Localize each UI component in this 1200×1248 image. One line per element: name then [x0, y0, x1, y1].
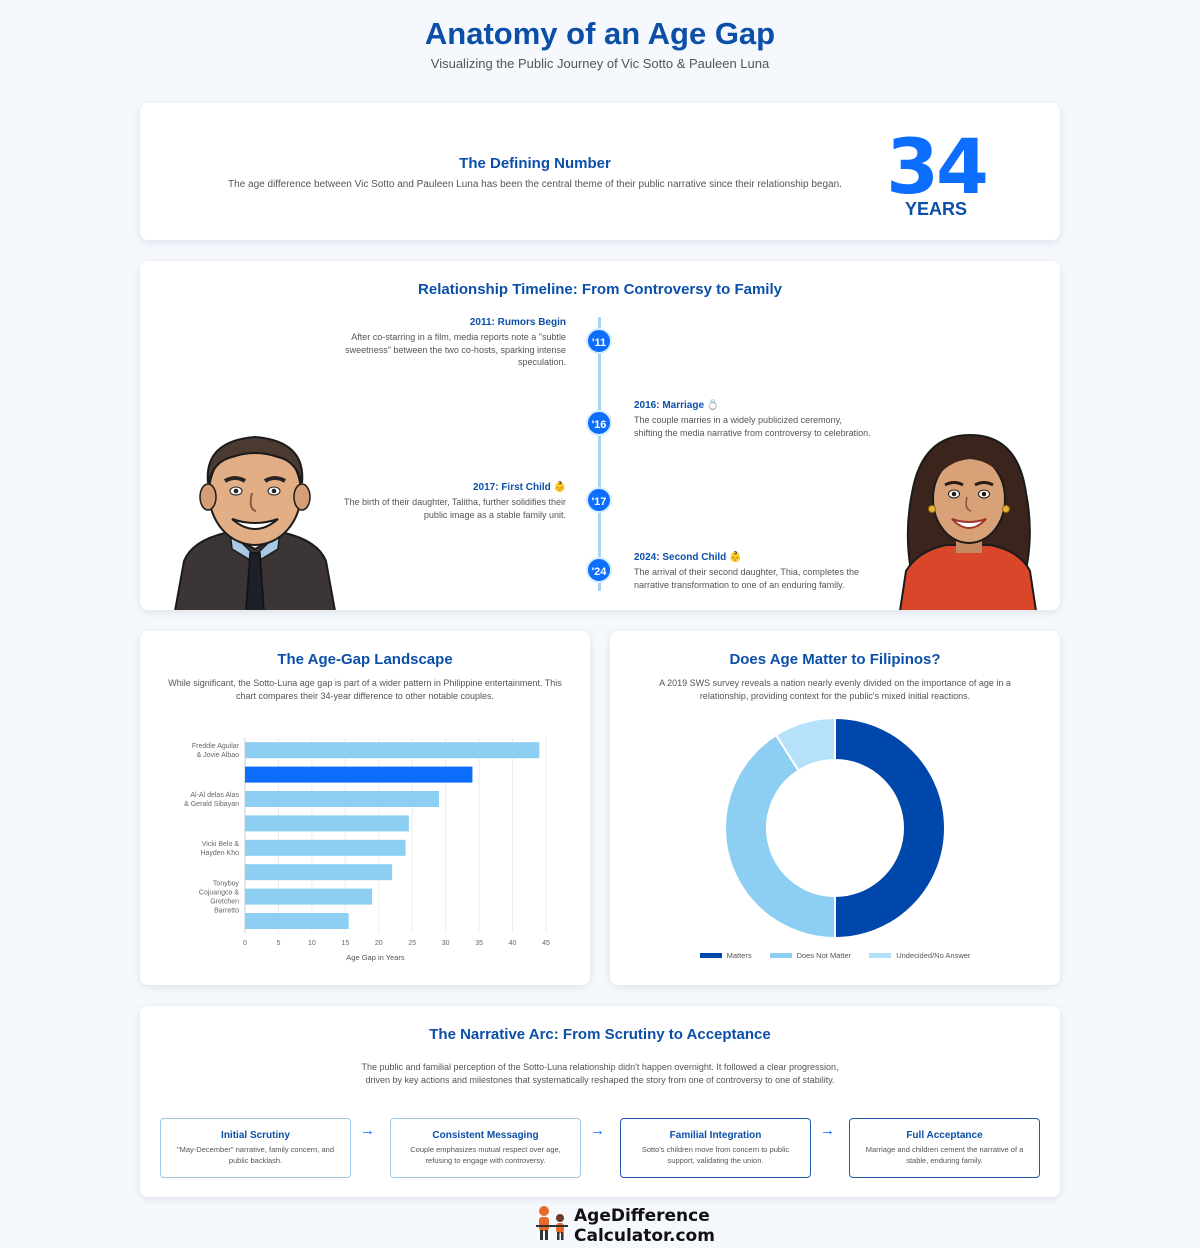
x-tick-label: 10 [308, 940, 316, 947]
timeline-entry-text: After co-starring in a film, media repor… [345, 332, 566, 367]
age-gap-value: 34 [886, 122, 989, 211]
pauleen-luna-avatar-icon [899, 433, 1037, 610]
bar [245, 839, 406, 856]
step-text: Marriage and children cement the narrati… [865, 1145, 1024, 1165]
x-tick-label: 15 [341, 940, 349, 947]
survey-donut-chart [724, 716, 946, 940]
step-title: Consistent Messaging [432, 1130, 539, 1141]
timeline-node-2016: '16 [586, 410, 612, 436]
x-tick-label: 5 [276, 940, 280, 947]
timeline-entry-2017: 2017: First Child 👶 The birth of their d… [328, 482, 566, 521]
defining-number-text: The age difference between Vic Sotto and… [228, 179, 842, 190]
legend-swatch [769, 953, 792, 958]
x-tick-label: 35 [475, 940, 483, 947]
bar [245, 766, 473, 783]
footer-logo[interactable]: AgeDifference Calculator.com [534, 1204, 734, 1246]
survey-title: Does Age Matter to Filipinos? [729, 651, 941, 668]
narrative-title: The Narrative Arc: From Scrutiny to Acce… [429, 1026, 771, 1043]
timeline-title: Relationship Timeline: From Controversy … [418, 281, 782, 298]
timeline-line [598, 317, 601, 591]
timeline-node-2011: '11 [586, 328, 612, 354]
arrow-right-icon: → [820, 1122, 835, 1139]
bar [245, 791, 439, 807]
timeline-entry-text: The birth of their daughter, Talitha, fu… [344, 497, 566, 520]
survey-description: A 2019 SWS survey reveals a nation nearl… [659, 678, 1011, 701]
y-tick-label: Freddie Aguilar & Jovie Albao [192, 743, 240, 759]
legend-label: Matters [726, 951, 752, 960]
legend-item[interactable]: Does Not Matter [769, 951, 852, 960]
bar [245, 815, 409, 832]
timeline-entry-title: 2017: First Child 👶 [472, 482, 566, 493]
timeline-entry-text: The arrival of their second daughter, Th… [634, 567, 859, 590]
y-tick-label: Vicki Belo & Hayden Kho [200, 841, 239, 857]
step-text: Couple emphasizes mutual respect over ag… [410, 1145, 561, 1165]
x-tick-label: 30 [442, 940, 450, 947]
survey-chart-card: Does Age Matter to Filipinos? A 2019 SWS… [610, 631, 1060, 985]
step-text: "May-December" narrative, family concern… [176, 1145, 335, 1165]
legend-swatch [699, 953, 722, 958]
donut-slice [774, 716, 836, 772]
arrow-right-icon: → [360, 1122, 375, 1139]
age-gap-chart-card: The Age-Gap Landscape While significant,… [140, 631, 590, 985]
x-tick-label: 40 [509, 940, 517, 947]
page-title: Anatomy of an Age Gap [424, 16, 776, 51]
age-gap-unit: YEARS [904, 199, 967, 219]
bar [245, 913, 349, 929]
arrow-right-icon: → [590, 1122, 605, 1139]
survey-legend: Matters Does Not Matter Undecided/No Answe… [610, 951, 1060, 960]
bar [245, 742, 540, 759]
legend-swatch [869, 953, 892, 958]
x-tick-label: 25 [408, 940, 416, 947]
age-gap-title: The Age-Gap Landscape [277, 651, 453, 668]
bar [245, 864, 393, 881]
step-full-acceptance: Full Acceptance Marriage and children ce… [849, 1118, 1040, 1178]
footer-brand-line2: Calculator.com [574, 1226, 715, 1246]
y-tick-label: Tonyboy Cojuangco & Gretchen Barretto [199, 881, 240, 915]
timeline-entry-title: 2024: Second Child 👶 [634, 552, 742, 563]
timeline-node-2017: '17 [586, 487, 612, 513]
narrative-arc-card: The Narrative Arc: From Scrutiny to Acce… [140, 1006, 1060, 1197]
defining-number-card: The Defining Number The age difference b… [140, 103, 1060, 240]
vic-sotto-avatar-icon [174, 435, 336, 610]
footer-brand-line1: AgeDifference [574, 1206, 710, 1226]
defining-number-title: The Defining Number [459, 155, 611, 172]
y-tick-label: Al-Al delas Alas & Gerald Sibayan [184, 792, 239, 808]
page-subtitle: Visualizing the Public Journey of Vic So… [430, 56, 770, 71]
donut-slice [834, 716, 946, 940]
step-title: Full Acceptance [906, 1130, 983, 1141]
legend-label: Undecided/No Answer [896, 951, 971, 960]
step-consistent-messaging: Consistent Messaging Couple emphasizes m… [390, 1118, 581, 1178]
timeline-entry-title: 2011: Rumors Begin [469, 317, 566, 328]
timeline-entry-2011: 2011: Rumors Begin After co-starring in … [328, 317, 566, 369]
legend-item[interactable]: Undecided/No Answer [869, 951, 970, 960]
narrative-description: The public and familial perception of th… [361, 1062, 839, 1085]
bar [245, 888, 373, 905]
legend-label: Does Not Matter [796, 951, 852, 960]
x-axis-label: Age Gap in Years [346, 953, 405, 962]
x-tick-label: 20 [375, 940, 383, 947]
timeline-entry-text: The couple marries in a widely publicize… [634, 415, 871, 438]
donut-slice [724, 733, 836, 940]
step-title: Familial Integration [669, 1130, 762, 1141]
timeline-entry-title: 2016: Marriage 💍 [634, 400, 720, 411]
legend-item[interactable]: Matters [699, 951, 752, 960]
step-familial-integration: Familial Integration Sotto's children mo… [620, 1118, 811, 1178]
timeline-card: Relationship Timeline: From Controversy … [140, 261, 1060, 610]
step-title: Initial Scrutiny [221, 1130, 290, 1141]
timeline-entry-2016: 2016: Marriage 💍 The couple marries in a… [634, 400, 872, 439]
age-gap-description: While significant, the Sotto-Luna age ga… [168, 678, 562, 701]
step-text: Sotto's children move from concern to pu… [641, 1145, 790, 1165]
step-initial-scrutiny: Initial Scrutiny "May-December" narrativ… [160, 1118, 351, 1178]
timeline-node-2024: '24 [586, 557, 612, 583]
timeline-entry-2024: 2024: Second Child 👶 The arrival of thei… [634, 552, 872, 591]
x-tick-label: 0 [243, 940, 247, 947]
age-gap-bar-chart: 0 5 10 15 20 25 30 35 40 45 Freddie Aguilar & Jovie… [184, 738, 550, 962]
agedifference-logo-icon [536, 1206, 568, 1240]
x-tick-label: 45 [542, 940, 550, 947]
